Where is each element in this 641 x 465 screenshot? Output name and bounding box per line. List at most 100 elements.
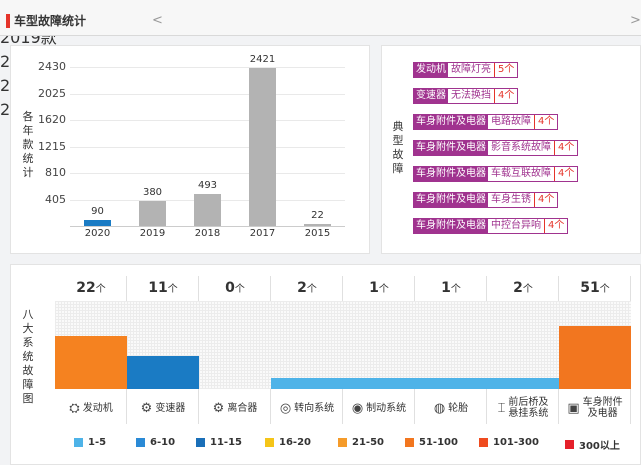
legend-label: 1-5 <box>88 437 107 448</box>
bar-2018 <box>194 193 221 226</box>
x-axis-line <box>70 226 345 227</box>
brake-icon: ◉ <box>351 400 364 416</box>
fault-tag[interactable]: 车身附件及电器 车身生锈 4个 <box>413 192 559 208</box>
legend-swatch <box>565 440 574 449</box>
bar-2015 <box>304 224 331 226</box>
system-level-bar <box>487 378 559 389</box>
system-item[interactable]: ▣ 车身附件 及电器 <box>559 392 631 424</box>
system-count: 2个 <box>297 280 317 296</box>
legend-swatch <box>136 438 145 447</box>
legend-swatch <box>265 438 274 447</box>
fault-category: 车身附件及电器 <box>414 219 488 233</box>
system-bar-area <box>199 301 271 389</box>
y-tick-label: 1215 <box>38 139 66 153</box>
system-count: 1个 <box>441 280 461 296</box>
fault-tag[interactable]: 车身附件及电器 车载互联故障 4个 <box>413 166 579 182</box>
fault-description: 车载互联故障 <box>491 168 551 179</box>
legend-swatch <box>479 438 488 447</box>
system-count: 22个 <box>76 280 106 296</box>
system-name: 发动机 <box>82 402 113 414</box>
fault-tag[interactable]: 车身附件及电器 中控台异响 4个 <box>413 218 569 234</box>
legend-item: 51-100 <box>405 437 458 448</box>
system-bar-area <box>343 301 415 389</box>
legend-label: 11-15 <box>210 437 242 448</box>
chart-gridline <box>70 93 345 95</box>
system-item[interactable]: ⛭ 发动机 <box>55 392 127 424</box>
typical-faults-label: 典型故障 <box>392 120 404 175</box>
fault-count: 4个 <box>554 167 577 181</box>
fault-category: 发动机 <box>414 63 448 77</box>
legend-label: 101-300 <box>493 437 539 448</box>
system-count: 1个 <box>369 280 389 296</box>
fault-description: 无法换挡 <box>451 90 491 101</box>
year-stats-panel <box>10 45 370 254</box>
fault-description: 电路故障 <box>491 116 531 127</box>
chart-gridline <box>70 120 345 121</box>
system-item[interactable]: ◉ 制动系统 <box>343 392 415 424</box>
system-name: 车身附件 及电器 <box>582 397 623 419</box>
steering-wheel-icon: ◎ <box>279 400 292 416</box>
system-level-bar <box>343 378 415 389</box>
fault-category: 车身附件及电器 <box>414 115 488 129</box>
system-name: 前后桥及 悬挂系统 <box>508 397 549 419</box>
bar-value-label: 90 <box>91 206 104 218</box>
clutch-icon: ⚙ <box>212 400 225 416</box>
system-name: 离合器 <box>227 402 258 414</box>
axle-suspension-icon: ⌶ <box>497 400 506 416</box>
legend-item: 11-15 <box>196 437 242 448</box>
fault-description: 中控台异响 <box>491 220 541 231</box>
systems-label: 八大系统故障图 <box>22 308 34 405</box>
fault-category: 车身附件及电器 <box>414 141 488 155</box>
system-item[interactable]: ⚙ 变速器 <box>127 392 199 424</box>
fault-count: 4个 <box>534 115 557 129</box>
x-tick-label: 2015 <box>304 228 331 239</box>
legend-item: 21-50 <box>338 437 384 448</box>
fault-description: 故障灯亮 <box>451 64 491 75</box>
system-level-bar <box>55 336 127 389</box>
chart-gridline <box>70 146 345 148</box>
system-item[interactable]: ◍ 轮胎 <box>415 392 487 424</box>
system-item[interactable]: ◎ 转向系统 <box>271 392 343 424</box>
legend-swatch <box>74 438 83 447</box>
bar-value-label: 2421 <box>249 53 276 65</box>
bar-2017 <box>249 67 276 226</box>
y-tick-label: 2025 <box>38 86 66 100</box>
legend-label: 6-10 <box>150 437 176 448</box>
next-arrow-icon[interactable]: > <box>630 13 641 28</box>
bar-value-label: 493 <box>197 179 218 191</box>
x-tick-label: 2018 <box>194 228 221 239</box>
fault-tag[interactable]: 变速器 无法换挡 4个 <box>413 88 519 104</box>
legend-label: 300以上 <box>579 441 620 452</box>
system-bar-area <box>415 301 487 389</box>
fault-tag[interactable]: 车身附件及电器 电路故障 4个 <box>413 114 559 130</box>
fault-category: 车身附件及电器 <box>414 193 488 207</box>
x-tick-label: 2017 <box>249 228 276 239</box>
system-level-bar <box>559 326 631 389</box>
year-stats-label: 各年款统计 <box>22 110 34 179</box>
fault-tag[interactable]: 发动机 故障灯亮 5个 <box>413 62 519 78</box>
legend-item: 1-5 <box>74 437 106 448</box>
system-level-bar <box>271 378 343 389</box>
system-count: 2个 <box>513 280 533 296</box>
fault-category: 变速器 <box>414 89 448 103</box>
prev-arrow-icon[interactable]: < <box>152 13 163 28</box>
header-accent-bar <box>6 14 10 28</box>
fault-count: 4个 <box>554 141 577 155</box>
legend-swatch <box>196 438 205 447</box>
bar-value-label: 380 <box>142 187 163 199</box>
chart-gridline <box>70 173 345 174</box>
x-tick-label: 2020 <box>84 228 111 239</box>
section-header: 车型故障统计 < > <box>0 0 641 36</box>
engine-icon: ⛭ <box>69 400 80 416</box>
system-count: 0个 <box>225 280 245 296</box>
system-item[interactable]: ⚙ 离合器 <box>199 392 271 424</box>
bar-value-label: 22 <box>311 210 324 221</box>
fault-tag[interactable]: 车身附件及电器 影音系统故障 4个 <box>413 140 579 156</box>
legend-label: 51-100 <box>419 437 458 448</box>
fault-count: 4个 <box>544 219 567 233</box>
system-item[interactable]: ⌶ 前后桥及 悬挂系统 <box>487 392 559 424</box>
fault-count: 5个 <box>494 63 517 77</box>
legend-item: 16-20 <box>265 437 311 448</box>
fault-count: 4个 <box>494 89 517 103</box>
